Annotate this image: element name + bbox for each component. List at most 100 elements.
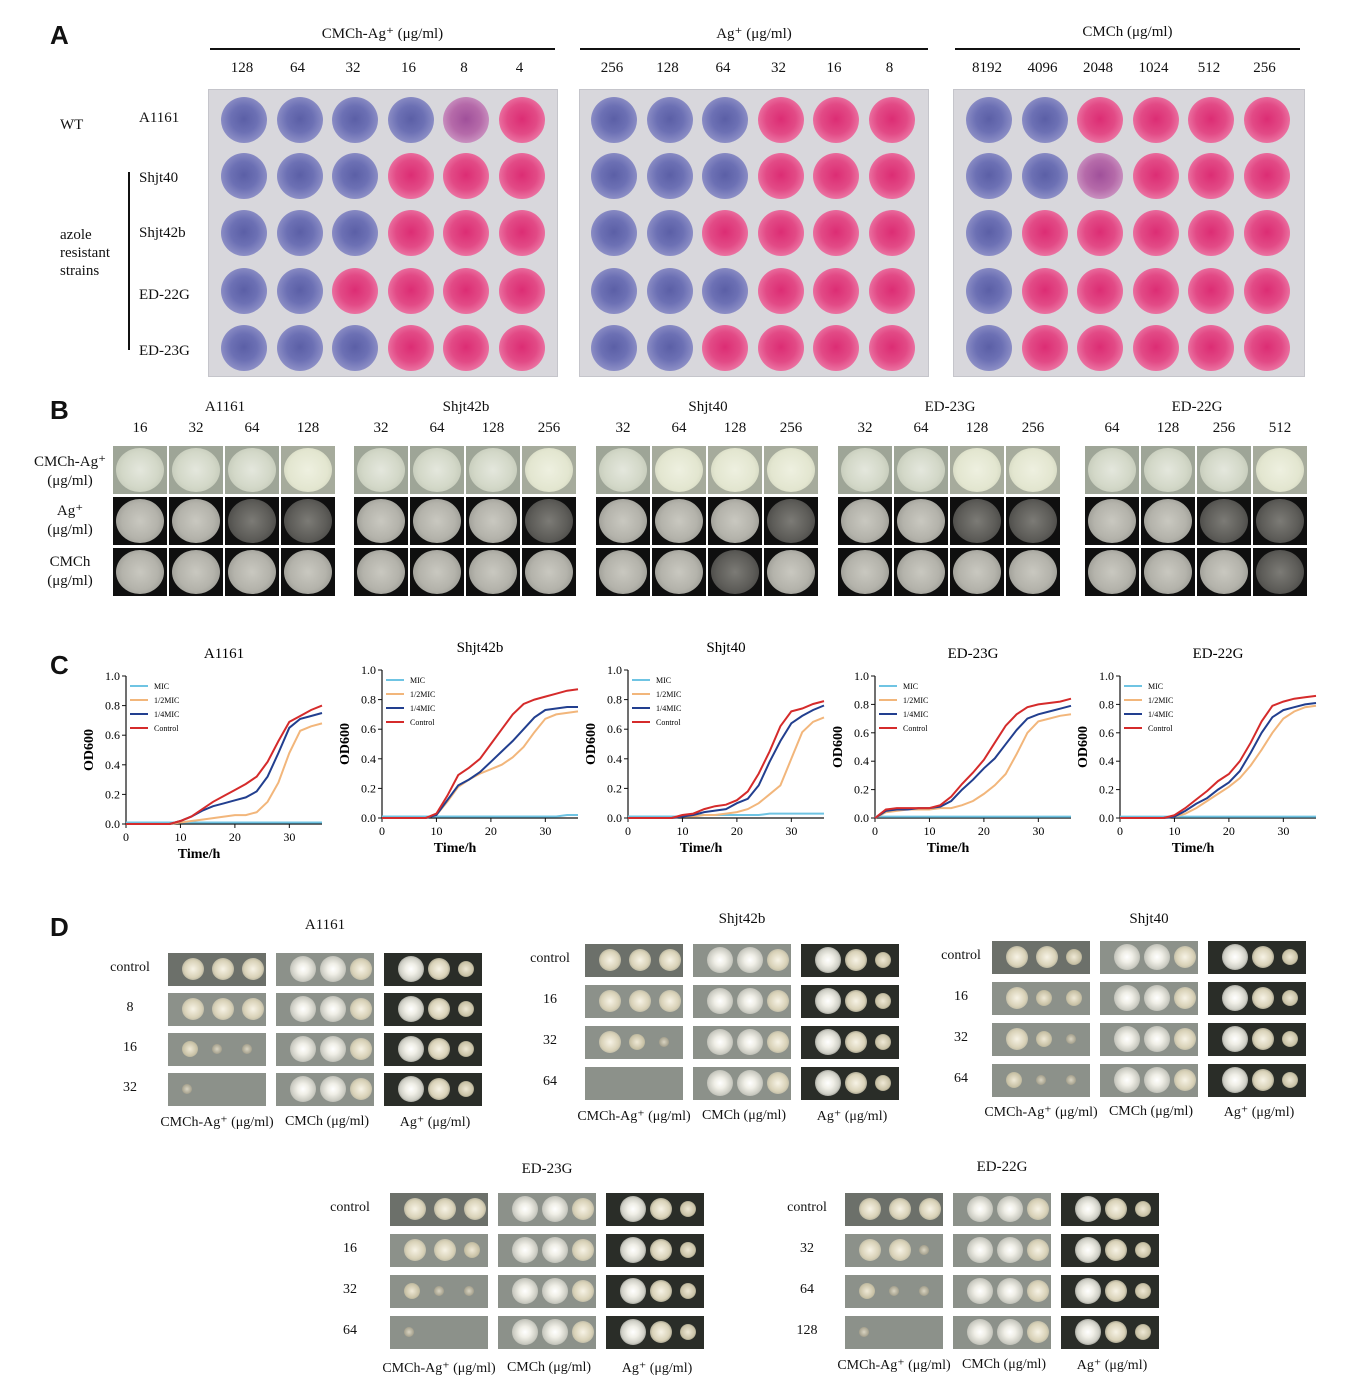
concentration-label: 4 <box>515 60 524 76</box>
series-line-1-2mic <box>126 722 323 825</box>
spot-strip <box>693 944 791 977</box>
colony-spot <box>1036 946 1058 968</box>
colony-spot <box>428 1038 450 1060</box>
concentration-label: 256 <box>1253 60 1276 76</box>
spot-column-label: Ag⁺ (μg/ml) <box>1223 1105 1295 1120</box>
well-pink <box>1132 210 1179 256</box>
well-pink <box>868 325 915 371</box>
colony-spot <box>875 952 891 968</box>
colony-spot <box>1036 1075 1046 1085</box>
well-pink <box>1243 97 1290 143</box>
y-tick-label: 0.0 <box>361 811 376 825</box>
well-pink <box>443 210 489 256</box>
spot-strip <box>276 993 374 1026</box>
well-pink <box>1021 325 1068 371</box>
colony-spot <box>599 949 621 971</box>
well-purple <box>1077 153 1123 199</box>
petri-dish <box>1253 446 1307 494</box>
well-pink <box>1243 210 1290 256</box>
spot-strip <box>606 1234 704 1267</box>
concentration-label: 32 <box>345 60 361 76</box>
y-tick-label: 0.4 <box>361 752 376 766</box>
x-tick-label: 20 <box>1223 824 1235 838</box>
dish-agar <box>953 550 1001 594</box>
petri-dish <box>281 548 335 596</box>
colony-spot <box>1066 1034 1076 1044</box>
colony-spot <box>889 1198 911 1220</box>
colony-spot <box>458 961 474 977</box>
colony-spot <box>1027 1198 1049 1220</box>
colony-spot <box>1105 1239 1127 1261</box>
well-blue <box>591 97 637 143</box>
spot-row-label: 128 <box>796 1323 818 1338</box>
spot-column-label: CMCh (μg/ml) <box>961 1357 1047 1372</box>
petri-dish <box>838 497 892 545</box>
colony-spot <box>629 990 651 1012</box>
well-blue <box>646 210 693 256</box>
x-axis-label: Time/h <box>680 841 723 856</box>
petri-dish <box>113 497 167 545</box>
colony-spot <box>1066 949 1082 965</box>
dish-agar <box>413 499 461 543</box>
petri-dish <box>281 497 335 545</box>
strain-title: Shjt40 <box>688 399 728 415</box>
colony-spot <box>859 1239 881 1261</box>
colony-spot <box>875 1075 891 1091</box>
colony-spot <box>428 1078 450 1100</box>
concentration-label: 256 <box>1021 420 1045 436</box>
y-tick-label: 0.4 <box>1099 754 1114 768</box>
colony-spot <box>458 1041 474 1057</box>
colony-spot <box>919 1198 941 1220</box>
well-pink <box>1132 325 1179 371</box>
spot-row-label: control <box>330 1200 370 1215</box>
legend-label: MIC <box>154 682 169 691</box>
y-tick-label: 0.0 <box>607 811 622 825</box>
colony-spot <box>815 988 841 1014</box>
x-tick-label: 0 <box>1117 824 1123 838</box>
well-blue <box>591 153 637 199</box>
x-axis-label: Time/h <box>927 841 970 856</box>
group-header-cmch-ag: CMCh-Ag⁺ (μg/ml) <box>321 26 444 42</box>
well-pink <box>813 97 859 143</box>
y-tick-label: 1.0 <box>607 663 622 677</box>
dish-agar <box>897 550 945 594</box>
colony-spot <box>572 1239 594 1261</box>
petri-dish <box>838 446 892 494</box>
colony-spot <box>1174 987 1196 1009</box>
dish-agar <box>525 448 573 492</box>
colony-spot <box>398 956 424 982</box>
colony-spot <box>1135 1201 1151 1217</box>
colony-spot <box>512 1278 538 1304</box>
well-pink <box>757 153 804 199</box>
x-tick-label: 30 <box>539 824 551 838</box>
concentration-label: 32 <box>615 420 631 436</box>
y-tick-label: 0.8 <box>854 697 869 711</box>
colony-spot <box>242 1044 252 1054</box>
petri-dish <box>1006 446 1060 494</box>
colony-spot <box>182 1041 198 1057</box>
x-tick-label: 0 <box>625 824 631 838</box>
dish-agar <box>284 499 332 543</box>
legend-label: MIC <box>656 676 671 685</box>
spot-strip <box>384 1033 482 1066</box>
colony-spot <box>737 988 763 1014</box>
y-axis-label: OD600 <box>584 723 599 765</box>
series-line-control <box>874 697 1072 819</box>
colony-spot <box>1036 1031 1052 1047</box>
petri-dish <box>1085 446 1139 494</box>
colony-spot <box>212 958 234 980</box>
spot-strip <box>498 1316 596 1349</box>
y-tick-label: 0.4 <box>854 754 869 768</box>
dish-agar <box>1256 448 1304 492</box>
spot-row-label: 64 <box>343 1323 357 1338</box>
well-pink <box>443 325 489 371</box>
dish-agar <box>413 550 461 594</box>
y-tick-label: 0.2 <box>854 783 869 797</box>
spot-column-label: CMCh (μg/ml) <box>701 1108 787 1123</box>
petri-dish <box>113 548 167 596</box>
spot-row-label: control <box>530 951 570 966</box>
spot-column-label: CMCh-Ag⁺ (μg/ml) <box>837 1358 951 1373</box>
growth-chart-a1161: A1161 0.0 0.2 0.4 0.6 0.8 1.0 0 10 20 30 Time/h OD60… <box>82 646 323 862</box>
row-label-line: CMCh <box>49 554 91 570</box>
legend-label: Control <box>1148 724 1173 733</box>
